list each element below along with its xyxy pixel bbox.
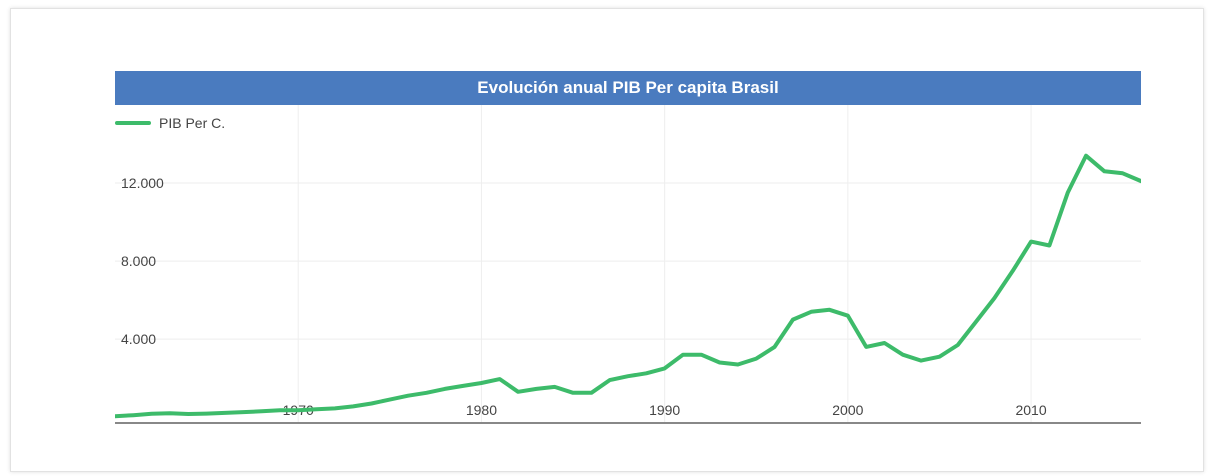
chart-title: Evolución anual PIB Per capita Brasil: [115, 71, 1141, 105]
chart: 4.000 8.000 12.000 1970 1980 1990 2000 2010 Evo…: [115, 71, 1141, 427]
series-line: [115, 153, 1141, 419]
y-tick-label: 4.000: [121, 331, 156, 347]
x-tick-label: 1990: [649, 402, 680, 418]
y-tick-label: 8.000: [121, 253, 156, 269]
x-tick-label: 2010: [1015, 402, 1046, 418]
legend-swatch: [115, 121, 151, 125]
chart-frame: 4.000 8.000 12.000 1970 1980 1990 2000 2010 Evo…: [10, 8, 1204, 472]
legend-label: PIB Per C.: [159, 115, 226, 131]
x-tick-label: 1980: [466, 402, 497, 418]
y-tick-label: 12.000: [121, 175, 164, 191]
x-tick-label: 2000: [832, 402, 863, 418]
legend: PIB Per C.: [115, 115, 225, 131]
